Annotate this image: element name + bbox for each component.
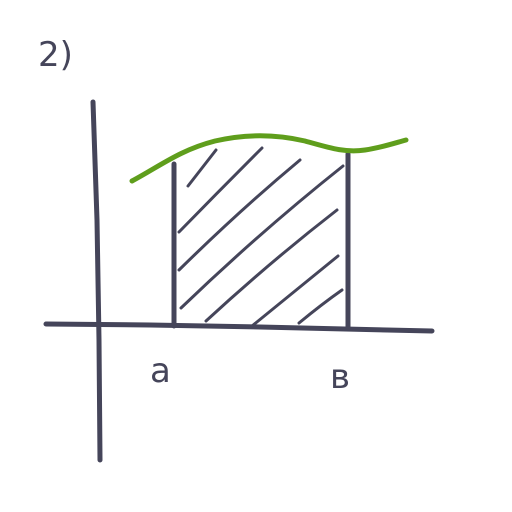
x-axis xyxy=(43,321,435,334)
hatch-line xyxy=(177,158,302,272)
hatch-line xyxy=(297,288,344,325)
function-curve xyxy=(129,133,409,184)
lower-limit-label: a xyxy=(150,351,171,391)
y-axis xyxy=(90,99,103,463)
upper-limit-label: в xyxy=(330,357,350,397)
hatch-line xyxy=(186,148,218,188)
problem-number-label: 2) xyxy=(38,35,73,75)
hatch-line xyxy=(250,254,340,328)
hatch-line xyxy=(177,146,264,234)
hatch-line xyxy=(204,208,339,323)
hatch-line xyxy=(179,164,345,310)
shaded-region-hatching xyxy=(177,146,345,328)
